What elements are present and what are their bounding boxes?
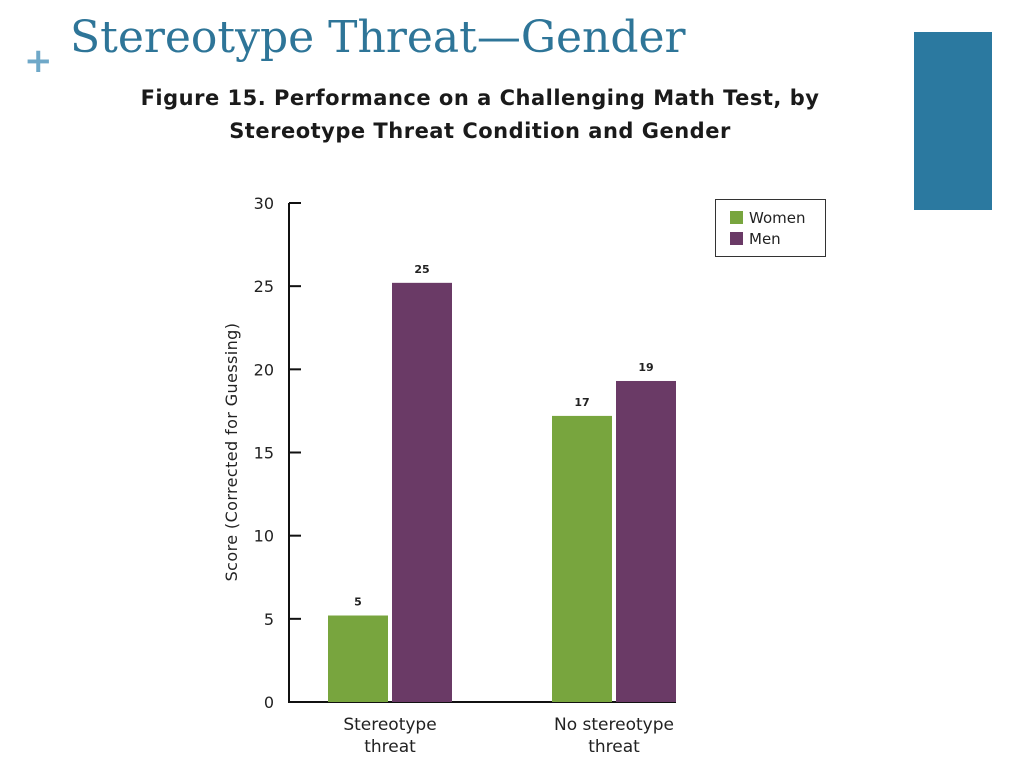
data-label-men-1: 25 (414, 263, 429, 276)
data-label-women-2: 17 (574, 396, 589, 409)
plus-icon: + (24, 41, 53, 81)
legend-label-women: Women (749, 208, 806, 227)
chart-legend: Women Men (715, 199, 826, 257)
x-category-label: Stereotype (343, 715, 436, 735)
y-tick-label: 5 (264, 610, 274, 629)
x-category-label: threat (588, 737, 640, 757)
y-tick-label: 15 (254, 444, 274, 463)
accent-block (914, 32, 992, 210)
x-category-label: threat (364, 737, 416, 757)
data-label-men-2: 19 (638, 361, 653, 374)
y-tick-label: 20 (254, 360, 274, 379)
bar-women-1 (328, 615, 388, 702)
slide-title: Stereotype Threat—Gender (70, 12, 686, 63)
legend-swatch-women (730, 211, 743, 224)
data-label-women-1: 5 (354, 596, 362, 609)
legend-label-men: Men (749, 229, 781, 248)
figure-title-line-1: Figure 15. Performance on a Challenging … (140, 86, 820, 110)
legend-item-men: Men (730, 228, 825, 249)
y-tick-label: 25 (254, 277, 274, 296)
y-tick-label: 10 (254, 527, 274, 546)
x-category-label: No stereotype (554, 715, 674, 735)
y-axis-label: Score (Corrected for Guessing) (222, 323, 241, 582)
y-tick-label: 30 (254, 194, 274, 213)
figure-title: Figure 15. Performance on a Challenging … (40, 82, 920, 148)
figure-title-line-2: Stereotype Threat Condition and Gender (229, 119, 731, 143)
bar-women-2 (552, 415, 612, 702)
bar-men-2 (616, 380, 676, 702)
legend-swatch-men (730, 232, 743, 245)
y-tick-label: 0 (264, 693, 274, 712)
bar-men-1 (392, 282, 452, 702)
legend-item-women: Women (730, 207, 825, 228)
